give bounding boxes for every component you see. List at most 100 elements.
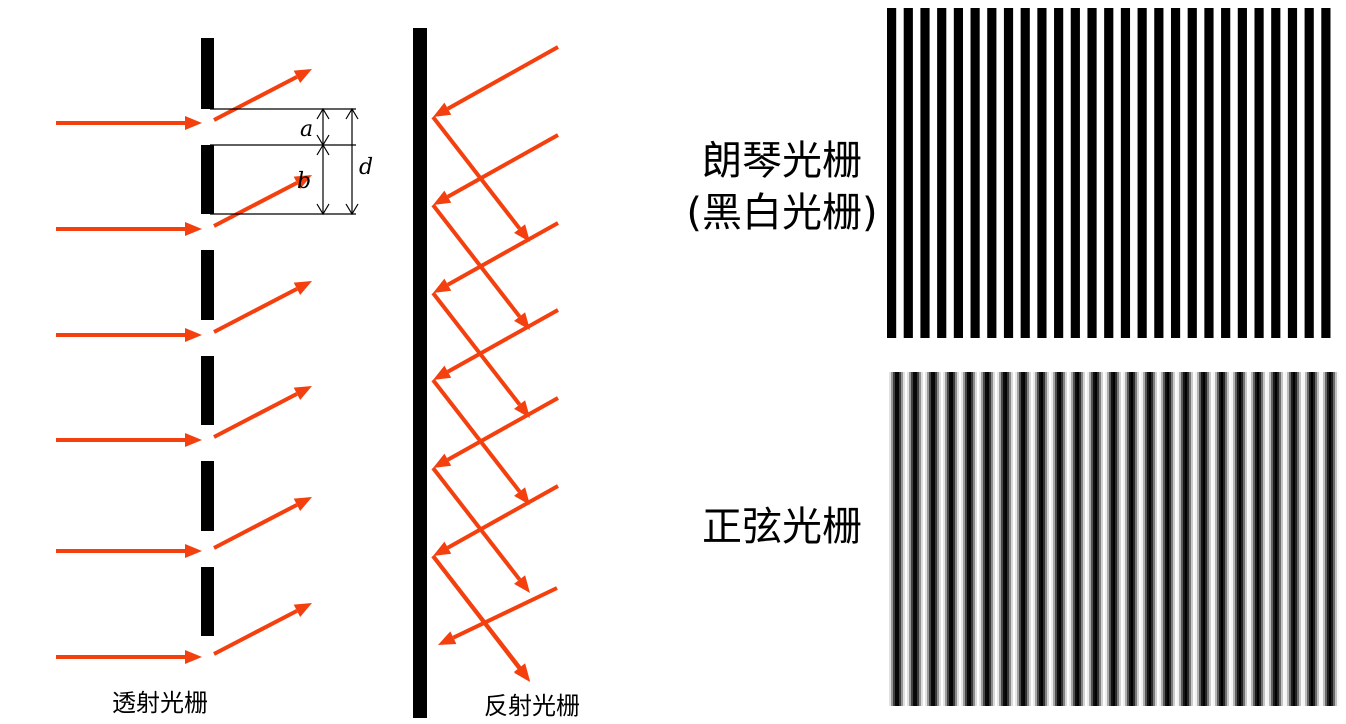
sine-column bbox=[1179, 372, 1182, 706]
sine-column bbox=[889, 372, 892, 706]
sine-column bbox=[1131, 372, 1134, 706]
sine-column bbox=[1205, 372, 1208, 706]
ronchi-grating-subcaption: (黑白光栅) bbox=[686, 190, 878, 236]
sine-column bbox=[1127, 372, 1130, 706]
reflected-ray bbox=[431, 378, 530, 505]
sine-column bbox=[955, 372, 958, 706]
sine-column bbox=[1111, 372, 1114, 706]
ronchi-grating-caption: 朗琴光栅 bbox=[702, 138, 862, 184]
sine-column bbox=[893, 372, 896, 706]
sine-column bbox=[1099, 372, 1102, 706]
sine-column bbox=[951, 372, 954, 706]
sine-column bbox=[1323, 372, 1326, 706]
ronchi-grating bbox=[887, 8, 1331, 338]
dimension-markers bbox=[210, 107, 359, 216]
sine-column bbox=[897, 372, 900, 706]
sine-column bbox=[1255, 372, 1258, 706]
sine-column bbox=[1161, 372, 1164, 706]
sine-column bbox=[987, 372, 990, 706]
sine-column bbox=[1291, 372, 1294, 706]
sine-column bbox=[973, 372, 976, 706]
sine-column bbox=[1105, 372, 1108, 706]
sine-column bbox=[1181, 372, 1184, 706]
diffracted-ray bbox=[213, 69, 312, 122]
sine-column bbox=[1159, 372, 1162, 706]
incident-ray bbox=[433, 308, 559, 380]
sine-column bbox=[921, 372, 924, 706]
sine-column bbox=[1283, 372, 1286, 706]
sine-column bbox=[1305, 372, 1308, 706]
diffracted-ray bbox=[213, 497, 312, 550]
ronchi-line bbox=[1137, 8, 1147, 338]
sine-column bbox=[1133, 372, 1136, 706]
ronchi-line bbox=[953, 8, 964, 338]
sine-column bbox=[1183, 372, 1186, 706]
sine-column bbox=[979, 372, 982, 706]
grating-bar bbox=[201, 250, 214, 320]
sine-column bbox=[1163, 372, 1166, 706]
sine-column bbox=[1277, 372, 1280, 706]
sine-column bbox=[1337, 372, 1340, 706]
sine-column bbox=[1269, 372, 1272, 706]
sine-column bbox=[959, 372, 962, 706]
sine-column bbox=[1209, 372, 1212, 706]
sine-column bbox=[931, 372, 934, 706]
sine-column bbox=[1113, 372, 1116, 706]
sine-column bbox=[1299, 372, 1302, 706]
sine-column bbox=[1309, 372, 1312, 706]
sine-column bbox=[1057, 372, 1060, 706]
sine-column bbox=[1119, 372, 1122, 706]
sine-column bbox=[1005, 372, 1008, 706]
sine-column bbox=[1333, 372, 1336, 706]
label-a: a bbox=[300, 117, 313, 142]
sine-column bbox=[1239, 372, 1242, 706]
grating-bar bbox=[201, 38, 214, 109]
diffracted-ray bbox=[213, 386, 312, 439]
sine-column bbox=[1171, 372, 1174, 706]
sine-column bbox=[945, 372, 948, 706]
sine-column bbox=[1027, 372, 1030, 706]
sine-column bbox=[917, 372, 920, 706]
sine-column bbox=[1215, 372, 1218, 706]
sine-column bbox=[947, 372, 950, 706]
sine-column bbox=[929, 372, 932, 706]
sine-column bbox=[1221, 372, 1224, 706]
sine-column bbox=[901, 372, 904, 706]
sine-column bbox=[1263, 372, 1266, 706]
sine-column bbox=[1121, 372, 1124, 706]
sine-column bbox=[891, 372, 894, 706]
sine-column bbox=[1231, 372, 1234, 706]
incident-ray bbox=[438, 586, 558, 645]
sine-column bbox=[1191, 372, 1194, 706]
sine-column bbox=[997, 372, 1000, 706]
sine-column bbox=[935, 372, 938, 706]
sine-column bbox=[1243, 372, 1246, 706]
sine-column bbox=[1073, 372, 1076, 706]
sine-column bbox=[933, 372, 936, 706]
sine-column bbox=[1071, 372, 1074, 706]
transmission-rays bbox=[56, 69, 312, 664]
sine-column bbox=[1293, 372, 1296, 706]
sine-column bbox=[1311, 372, 1314, 706]
sine-column bbox=[1189, 372, 1192, 706]
sine-column bbox=[1115, 372, 1118, 706]
sine-column bbox=[905, 372, 908, 706]
sine-column bbox=[1199, 372, 1202, 706]
sine-column bbox=[1117, 372, 1120, 706]
sine-column bbox=[967, 372, 970, 706]
sine-column bbox=[1279, 372, 1282, 706]
sine-column bbox=[909, 372, 912, 706]
sine-column bbox=[1175, 372, 1178, 706]
sine-column bbox=[961, 372, 964, 706]
ronchi-line bbox=[920, 8, 930, 338]
sine-column bbox=[1271, 372, 1274, 706]
incident-ray bbox=[56, 650, 202, 664]
ronchi-line bbox=[1271, 8, 1281, 338]
ronchi-line bbox=[1254, 8, 1264, 338]
sine-column bbox=[1041, 372, 1044, 706]
reflected-ray bbox=[431, 115, 530, 242]
sine-column bbox=[923, 372, 926, 706]
sine-column bbox=[1007, 372, 1010, 706]
reflected-ray bbox=[431, 554, 530, 682]
sine-column bbox=[983, 372, 986, 706]
